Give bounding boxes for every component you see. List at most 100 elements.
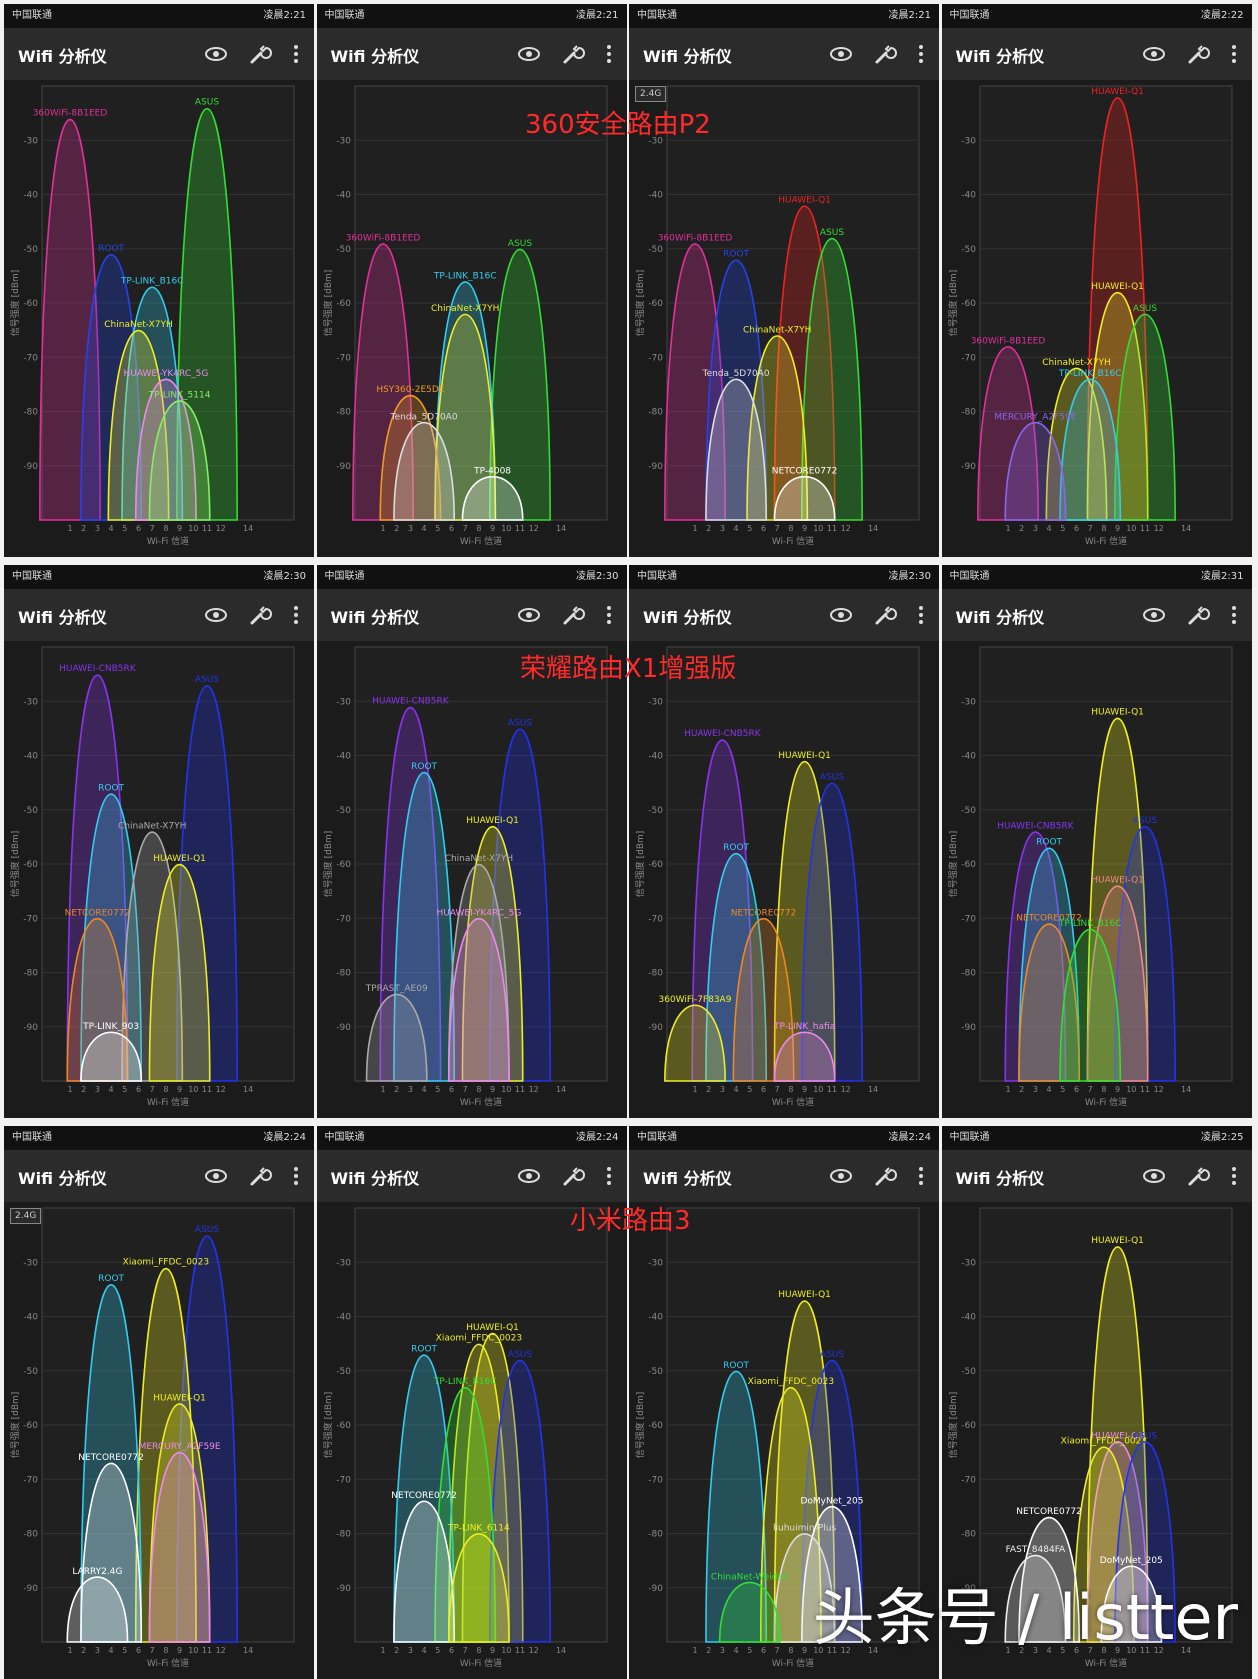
eye-icon[interactable]: [517, 42, 541, 66]
x-tick-label: 5: [747, 524, 752, 533]
wrench-icon[interactable]: [561, 42, 585, 66]
clock-label: 凌晨2:30: [263, 571, 306, 582]
x-tick-label: 2: [706, 1085, 711, 1094]
eye-icon[interactable]: [204, 603, 228, 627]
x-axis-label: Wi-Fi 信道: [1084, 535, 1126, 547]
app-bar: Wifi 分析仪: [941, 589, 1252, 641]
status-bar: 中国联通 凌晨2:21: [316, 4, 627, 28]
eye-icon[interactable]: [1142, 603, 1166, 627]
app-bar: Wifi 分析仪: [629, 28, 939, 80]
more-options-icon[interactable]: [909, 1164, 933, 1188]
more-options-icon[interactable]: [1222, 42, 1246, 66]
y-tick-label: -80: [336, 1530, 351, 1540]
more-options-icon[interactable]: [909, 42, 933, 66]
more-options-icon[interactable]: [597, 42, 621, 66]
x-tick-label: 6: [761, 1085, 766, 1094]
x-tick-label: 11: [202, 1085, 212, 1094]
y-tick-label: -90: [336, 1584, 351, 1594]
app-bar: Wifi 分析仪: [316, 28, 627, 80]
more-options-icon[interactable]: [284, 42, 308, 66]
more-options-icon[interactable]: [1222, 1164, 1246, 1188]
wrench-icon[interactable]: [1186, 42, 1210, 66]
x-tick-label: 2: [706, 1646, 711, 1655]
status-bar: 中国联通 凌晨2:30: [4, 565, 314, 589]
wrench-icon[interactable]: [873, 42, 897, 66]
wifi-analyzer-screen: 中国联通 凌晨2:24 Wifi 分析仪 -30 -40 -50 -60 -70 -80 -90 1…: [629, 1126, 939, 1679]
more-options-icon[interactable]: [597, 1164, 621, 1188]
x-axis-label: Wi-Fi 信道: [459, 1096, 501, 1108]
x-tick-label: 3: [407, 1085, 412, 1094]
eye-icon[interactable]: [1142, 1164, 1166, 1188]
y-tick-label: -70: [961, 914, 976, 924]
clock-label: 凌晨2:31: [1201, 571, 1244, 582]
wifi-analyzer-screen: 中国联通 凌晨2:24 Wifi 分析仪 -30 -40 -50 -60 -70 -80 -90 1…: [316, 1126, 627, 1679]
wrench-icon[interactable]: [561, 1164, 585, 1188]
eye-icon[interactable]: [204, 42, 228, 66]
y-tick-label: -40: [336, 1313, 351, 1323]
signal-chart: -30 -40 -50 -60 -70 -80 -90 1 2 3 4 5 6 7 8 9 10 11 12 14 HU…: [942, 80, 1252, 557]
status-bar: 中国联通 凌晨2:30: [629, 565, 939, 589]
signal-chart: -30 -40 -50 -60 -70 -80 -90 1 2 3 4 5 6 7 8 9 10 11 12 14 36…: [629, 80, 939, 557]
signal-chart: -30 -40 -50 -60 -70 -80 -90 1 2 3 4 5 6 7 8 9 10 11 12 14 36…: [317, 80, 627, 557]
y-tick-label: -30: [961, 1258, 976, 1268]
wrench-icon[interactable]: [248, 1164, 272, 1188]
x-tick-label: 10: [813, 1646, 823, 1655]
x-tick-label: 3: [1032, 1646, 1037, 1655]
x-tick-label: 8: [788, 524, 793, 533]
x-tick-label: 8: [476, 1646, 481, 1655]
clock-label: 凌晨2:24: [263, 1132, 306, 1143]
x-tick-label: 10: [188, 524, 198, 533]
band-badge[interactable]: 2.4G: [635, 86, 667, 102]
eye-icon[interactable]: [517, 603, 541, 627]
carrier-label: 中国联通: [12, 571, 52, 582]
wrench-icon[interactable]: [873, 1164, 897, 1188]
network-arc: [148, 863, 211, 1082]
x-tick-label: 5: [747, 1646, 752, 1655]
x-tick-label: 2: [1019, 1085, 1024, 1094]
network-arc: [80, 1031, 143, 1082]
eye-icon[interactable]: [829, 42, 853, 66]
wifi-analyzer-screen: 中国联通 凌晨2:25 Wifi 分析仪 -30 -40 -50 -60 -70 -80 -90 1…: [941, 1126, 1252, 1679]
app-title: Wifi 分析仪: [955, 1169, 1045, 1188]
more-options-icon[interactable]: [909, 603, 933, 627]
y-tick-label: -50: [23, 806, 38, 816]
carrier-label: 中国联通: [324, 571, 365, 582]
network-ssid-label: 360WiFi-8B1EED: [658, 233, 733, 243]
x-tick-label: 3: [407, 1646, 412, 1655]
more-options-icon[interactable]: [1222, 603, 1246, 627]
eye-icon[interactable]: [517, 1164, 541, 1188]
wrench-icon[interactable]: [561, 603, 585, 627]
wrench-icon[interactable]: [873, 603, 897, 627]
app-bar: Wifi 分析仪: [4, 28, 314, 80]
y-tick-label: -90: [23, 1023, 38, 1033]
network-ssid-label: 360WiFi-8B1EED: [33, 109, 108, 119]
x-tick-label: 14: [556, 524, 566, 533]
eye-icon[interactable]: [204, 1164, 228, 1188]
network-ssid-label: MERCURY_A2F59E: [994, 412, 1076, 422]
wrench-icon[interactable]: [248, 603, 272, 627]
eye-icon[interactable]: [1142, 42, 1166, 66]
signal-chart: -30 -40 -50 -60 -70 -80 -90 1 2 3 4 5 6 7 8 9 10 11 12 14 HU…: [942, 1202, 1252, 1679]
y-tick-label: -70: [336, 1475, 351, 1485]
eye-icon[interactable]: [829, 1164, 853, 1188]
wrench-icon[interactable]: [248, 42, 272, 66]
network-ssid-label: HUAWEI-Q1: [1091, 87, 1144, 97]
y-tick-label: -60: [336, 1421, 351, 1431]
network-arc: [1086, 885, 1149, 1082]
wrench-icon[interactable]: [1186, 1164, 1210, 1188]
more-options-icon[interactable]: [284, 1164, 308, 1188]
more-options-icon[interactable]: [597, 603, 621, 627]
network-ssid-label: ASUS: [820, 1350, 844, 1360]
wifi-analyzer-screen: 中国联通 凌晨2:30 Wifi 分析仪 -30 -40 -50 -60 -70 -80 -90 1…: [629, 565, 939, 1118]
y-tick-label: -80: [961, 408, 976, 418]
x-tick-label: 9: [802, 524, 807, 533]
eye-icon[interactable]: [829, 603, 853, 627]
network-arc: [392, 1500, 455, 1643]
x-tick-label: 11: [202, 524, 212, 533]
network-ssid-label: ASUS: [507, 1350, 531, 1360]
x-tick-label: 11: [202, 1646, 212, 1655]
wrench-icon[interactable]: [1186, 603, 1210, 627]
x-tick-label: 1: [1005, 1646, 1010, 1655]
more-options-icon[interactable]: [284, 603, 308, 627]
band-badge[interactable]: 2.4G: [10, 1208, 42, 1224]
